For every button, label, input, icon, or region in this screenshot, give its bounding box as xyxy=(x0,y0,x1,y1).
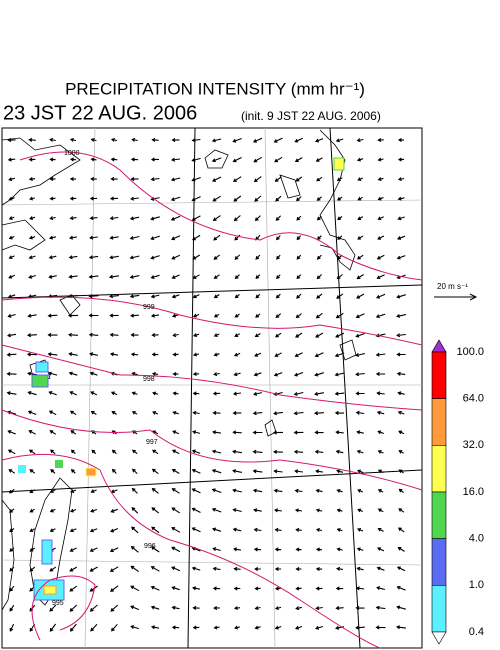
vector-scale-arrow xyxy=(434,293,478,301)
colorbar-label: 0.4 xyxy=(469,626,484,638)
map-title: PRECIPITATION INTENSITY (mm hr⁻¹) xyxy=(65,79,365,98)
coastlines xyxy=(1,129,357,611)
contour-label: 1000 xyxy=(64,150,80,157)
contour-label: 996 xyxy=(144,543,156,550)
colorbar-band xyxy=(431,491,447,539)
contour-label: 999 xyxy=(143,304,155,311)
colorbar-label: 64.0 xyxy=(463,393,484,405)
colorbar-under xyxy=(431,631,447,645)
colorbar-label: 16.0 xyxy=(463,486,484,498)
colorbar-label: 1.0 xyxy=(469,579,484,591)
colorbar-band xyxy=(431,351,447,399)
map-border xyxy=(1,127,423,649)
colorbar-band xyxy=(431,398,447,446)
isobar-labels: 1000 999 998 997 996 995 xyxy=(52,150,158,607)
contour-label: 997 xyxy=(146,439,158,446)
colorbar-label: 32.0 xyxy=(463,439,484,451)
colorbar-band xyxy=(431,538,447,586)
contour-label: 995 xyxy=(52,600,64,607)
vector-scale-label: 20 m s⁻¹ xyxy=(437,282,468,291)
colorbar-label: 4.0 xyxy=(469,533,484,545)
valid-time: 23 JST 22 AUG. 2006 xyxy=(3,102,197,124)
colorbar-over xyxy=(431,339,447,353)
init-time: (init. 9 JST 22 AUG. 2006) xyxy=(241,109,381,123)
colorbar: 100.0 64.0 32.0 16.0 4.0 1.0 0.4 xyxy=(431,339,484,645)
contour-label: 998 xyxy=(143,376,155,383)
colorbar-label: 100.0 xyxy=(456,346,484,358)
graticule xyxy=(1,127,423,649)
map-frame: 1000 999 998 997 996 995 xyxy=(1,127,423,649)
colorbar-band xyxy=(431,445,447,493)
isobars xyxy=(1,151,423,649)
precipitation-cells xyxy=(18,157,345,601)
vector-scale: 20 m s⁻¹ xyxy=(434,282,478,301)
colorbar-band xyxy=(431,585,447,633)
